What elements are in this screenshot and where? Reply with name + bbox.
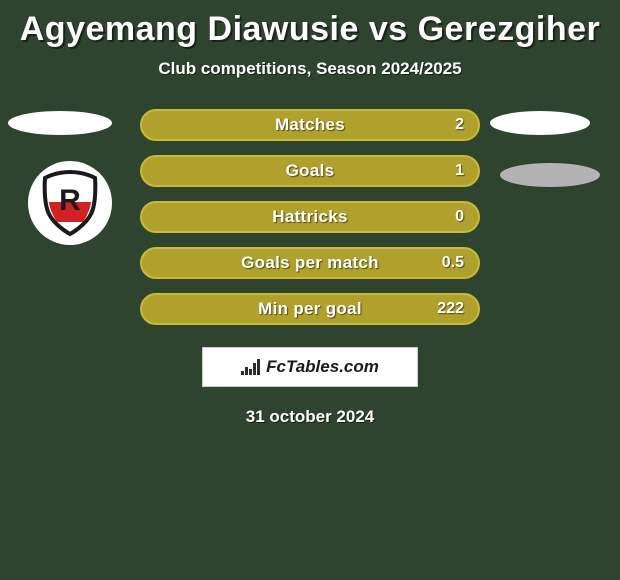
stat-value: 222 xyxy=(437,300,464,318)
brand-text: FcTables.com xyxy=(266,357,379,377)
date-text: 31 october 2024 xyxy=(0,407,620,427)
stat-value: 0 xyxy=(455,208,464,226)
stats-bars: Matches 2 Goals 1 Hattricks 0 Goals per match 0… xyxy=(140,109,480,325)
player2-badge-placeholder xyxy=(490,111,590,135)
club-logo: R xyxy=(28,161,112,245)
stat-bar: Matches 2 xyxy=(140,109,480,141)
stat-bar: Min per goal 222 xyxy=(140,293,480,325)
stat-label: Min per goal xyxy=(258,299,362,319)
svg-text:R: R xyxy=(59,184,81,217)
page-title: Agyemang Diawusie vs Gerezgiher xyxy=(0,6,620,59)
comparison-area: R Matches 2 Goals 1 Hattricks 0 Goals per matc… xyxy=(0,109,620,427)
stat-value: 2 xyxy=(455,116,464,134)
stat-label: Goals xyxy=(286,161,335,181)
stat-value: 0.5 xyxy=(442,254,464,272)
stat-value: 1 xyxy=(455,162,464,180)
player1-badge-placeholder xyxy=(8,111,112,135)
player2-club-placeholder xyxy=(500,163,600,187)
subtitle: Club competitions, Season 2024/2025 xyxy=(0,59,620,109)
shield-icon: R xyxy=(35,168,105,238)
stat-label: Goals per match xyxy=(241,253,379,273)
stat-bar: Goals 1 xyxy=(140,155,480,187)
chart-icon xyxy=(241,359,260,375)
stat-label: Matches xyxy=(275,115,345,135)
stat-bar: Hattricks 0 xyxy=(140,201,480,233)
brand-attribution[interactable]: FcTables.com xyxy=(202,347,418,387)
stat-bar: Goals per match 0.5 xyxy=(140,247,480,279)
stat-label: Hattricks xyxy=(272,207,347,227)
